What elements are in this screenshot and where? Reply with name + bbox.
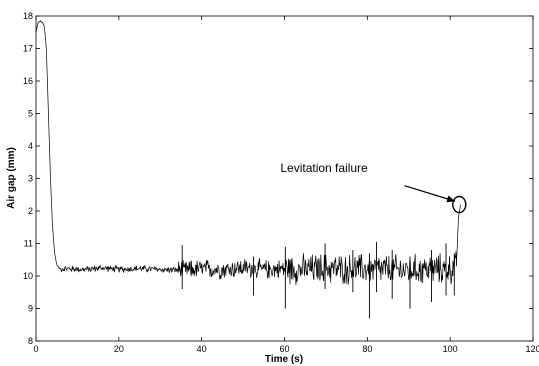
y-axis-title: Air gap (mm) — [6, 147, 17, 209]
y-tick-label: 16 — [23, 76, 33, 86]
y-tick-label: 9 — [28, 304, 33, 314]
series-line — [35, 20, 461, 286]
y-axis-ticks: 8 9 10 11 2 3 4 5 16 17 18 — [23, 11, 533, 346]
annotation-arrow-line — [404, 185, 456, 202]
x-tick-label: 80 — [362, 344, 372, 354]
y-tick-label: 10 — [23, 271, 33, 281]
y-tick-label: 4 — [28, 141, 33, 151]
x-tick-label: 120 — [525, 344, 539, 354]
x-tick-label: 100 — [443, 344, 458, 354]
y-tick-label: 5 — [28, 109, 33, 119]
y-tick-label: 17 — [23, 44, 33, 54]
x-tick-label: 60 — [279, 344, 289, 354]
y-tick-label: 2 — [28, 206, 33, 216]
y-tick-label: 18 — [23, 11, 33, 21]
series-layer — [35, 20, 461, 319]
annotation-label: Levitation failure — [280, 161, 368, 175]
failure-point-circle — [452, 195, 467, 214]
x-tick-label: 20 — [114, 344, 124, 354]
annotation-layer: Levitation failure — [280, 161, 467, 214]
x-axis-ticks: 0 20 40 60 80 100 120 — [33, 16, 539, 354]
y-tick-label: 8 — [28, 336, 33, 346]
x-tick-label: 0 — [33, 344, 38, 354]
y-tick-label: 11 — [24, 239, 33, 249]
x-axis-title: Time (s) — [265, 354, 303, 365]
x-tick-label: 40 — [197, 344, 207, 354]
y-tick-label: 3 — [28, 174, 33, 184]
